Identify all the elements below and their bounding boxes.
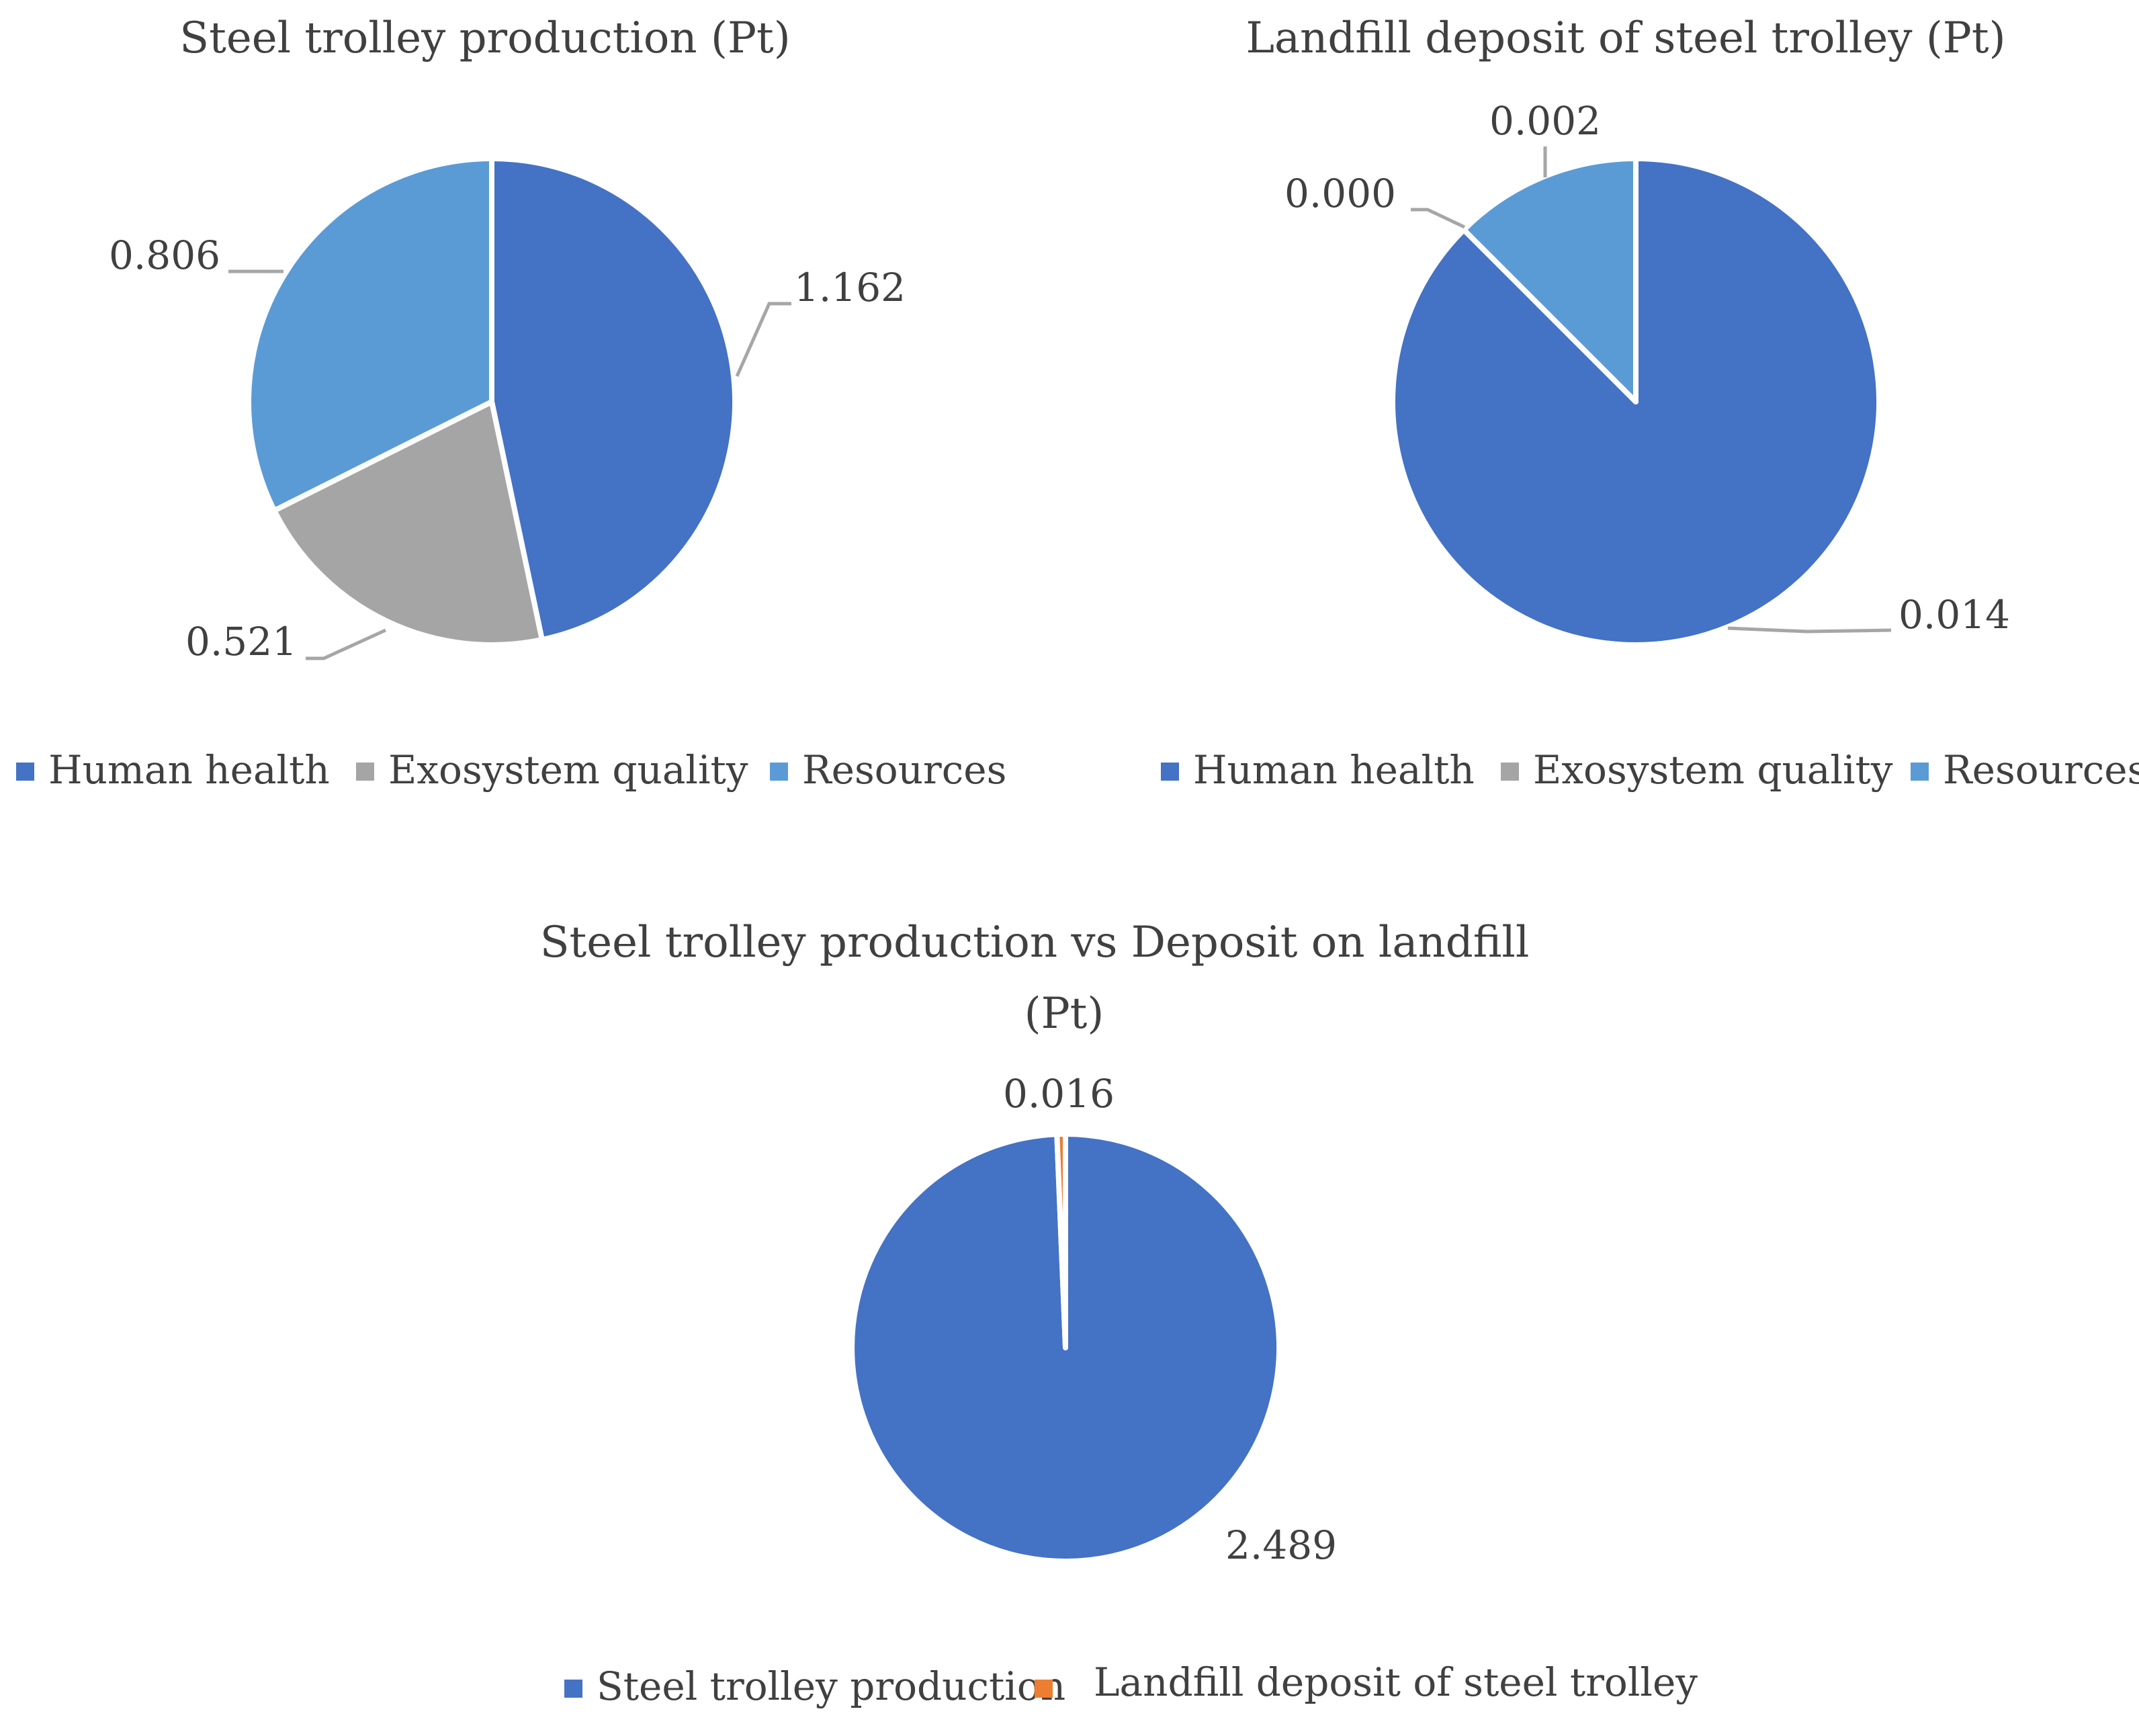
chart3-legend-swatch-steel-trolley-production [564,1680,582,1698]
chart1-legend-human-health: Human health [48,747,330,793]
chart2-label-resources: 0.002 [1489,98,1601,144]
chart2-legend: Human health Exosystem quality Resources [1161,747,2139,793]
chart1-legend: Human health Exosystem quality Resources [16,747,1006,793]
chart2-legend-swatch-resources [1911,763,1929,781]
chart1-slice-exosystem-quality [271,399,545,648]
chart3-legend-steel-trolley-production: Steel trolley production [597,1663,1065,1709]
chart2-legend-swatch-ecosystem-quality [1501,763,1519,781]
chart1-leader-ecosystem-quality [306,628,387,660]
chart2-legend-human-health: Human health [1193,747,1475,793]
chart3-slices [849,1131,1282,1564]
chart1-slices [246,156,738,648]
chart2-slice-resources [1461,156,1639,404]
chart3-title-line2: (Pt) [1024,989,1104,1039]
chart3-label-landfill-deposit: 0.016 [1003,1071,1115,1117]
chart2-label-ecosystem-quality: 0.000 [1284,171,1396,216]
chart1-label-human-health: 1.162 [794,265,906,310]
chart1-slice-human-health [489,156,738,643]
chart1-label-ecosystem-quality: 0.521 [185,619,297,664]
chart2-slices [1390,156,1882,648]
chart-production-vs-landfill: Steel trolley production vs Deposit on l… [540,918,1698,1709]
chart1-slice-resources [246,156,494,513]
chart3-legend: Steel trolley production Landfill deposi… [564,1659,1698,1709]
chart2-legend-resources: Resources [1943,747,2139,793]
chart2-leader-human-health [1727,626,1892,634]
chart1-legend-resources: Resources [802,747,1006,793]
chart3-slice-landfill-deposit-of-steel-trolley [1054,1131,1068,1350]
chart2-legend-swatch-human-health [1161,763,1179,781]
chart3-title-line1: Steel trolley production vs Deposit on l… [540,918,1530,967]
chart3-legend-swatch-landfill-deposit [1035,1680,1053,1698]
chart1-label-resources: 0.806 [109,232,220,278]
chart1-legend-ecosystem-quality: Exosystem quality [388,747,748,793]
chart2-leader-ecosystem-quality [1411,208,1466,229]
chart1-legend-swatch-ecosystem-quality [356,763,374,781]
chart3-label-steel-trolley-production: 2.489 [1225,1522,1337,1568]
chart-landfill-deposit: Landfill deposit of steel trolley (Pt) 0… [1161,13,2139,793]
chart1-legend-swatch-resources [770,763,788,781]
chart2-title: Landfill deposit of steel trolley (Pt) [1246,13,2005,63]
chart1-title: Steel trolley production (Pt) [179,13,790,63]
chart-steel-trolley-production: Steel trolley production (Pt) 1.162 0.52… [16,13,1006,793]
chart1-legend-swatch-human-health [16,763,34,781]
chart1-leader-human-health [735,302,791,378]
chart2-label-human-health: 0.014 [1898,592,2010,638]
chart2-legend-ecosystem-quality: Exosystem quality [1533,747,1893,793]
chart3-legend-landfill-deposit: Landfill deposit of steel trolley [1094,1659,1698,1705]
